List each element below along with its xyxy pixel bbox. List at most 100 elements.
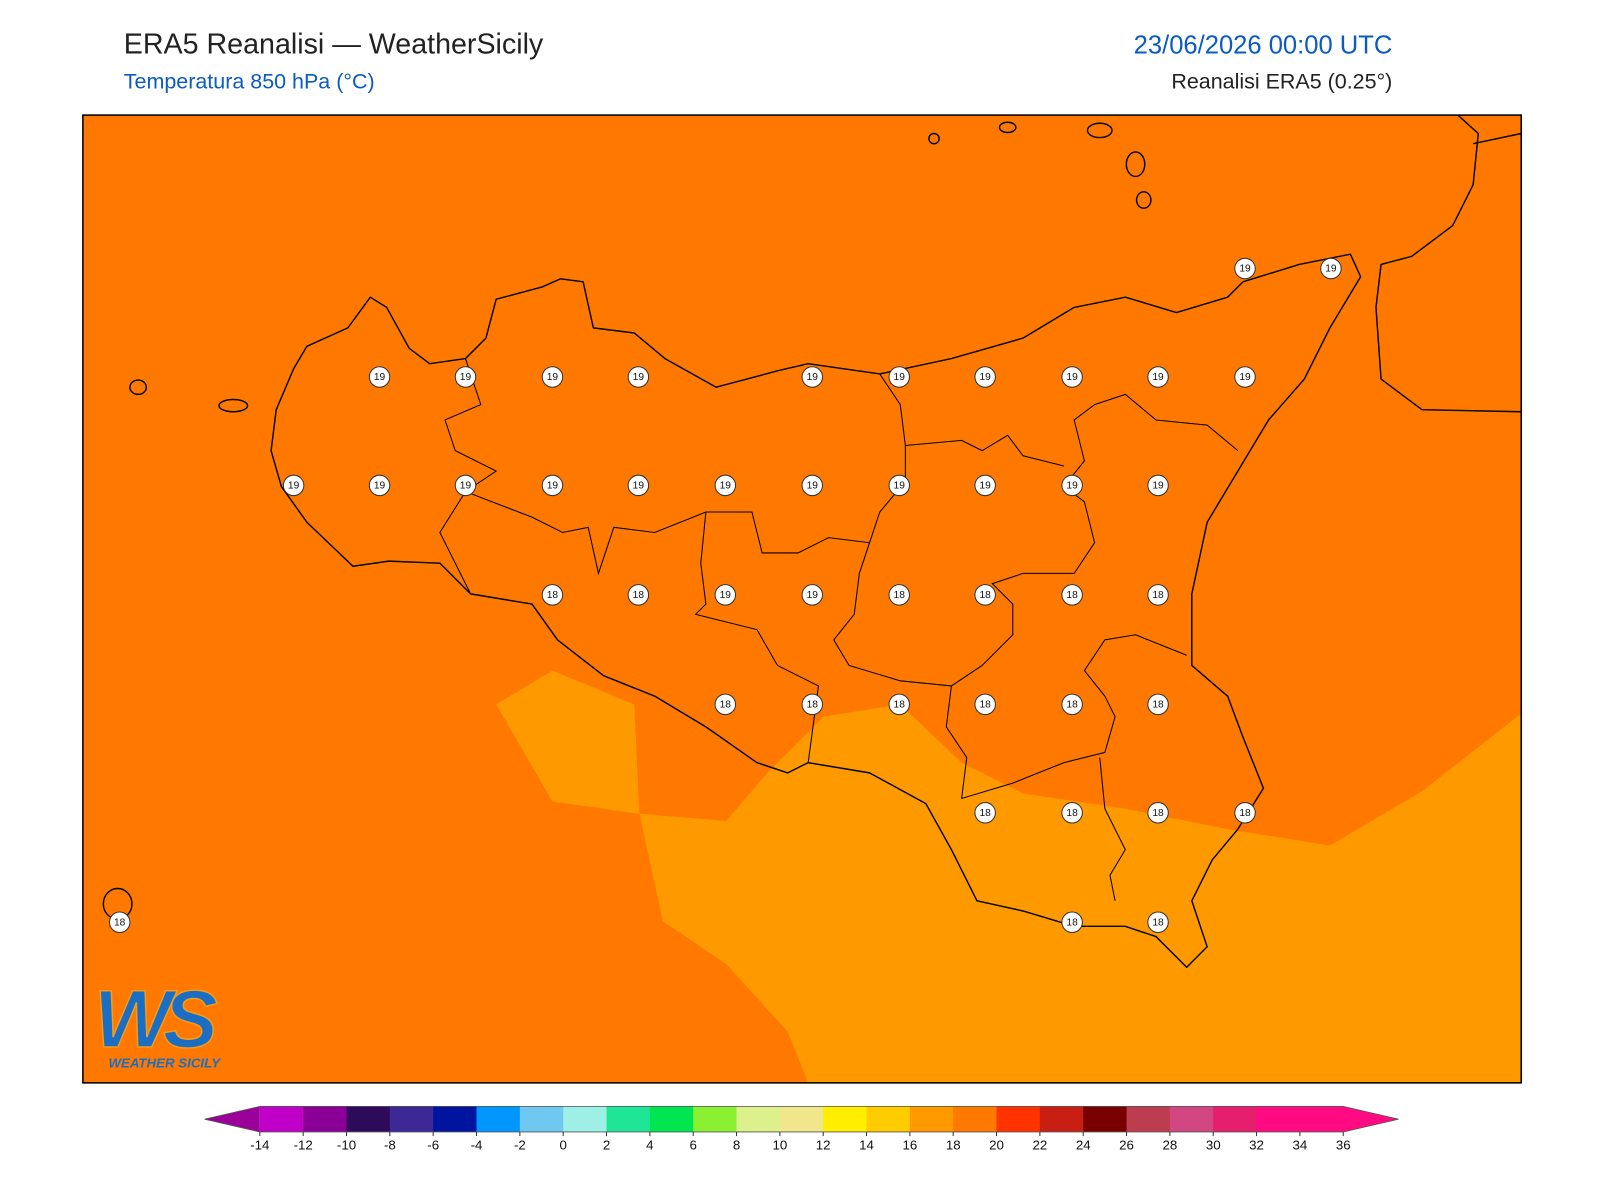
station-value: 18 — [979, 700, 991, 711]
colorbar-segment — [519, 1106, 564, 1132]
colorbar-tick-label: 22 — [1032, 1137, 1047, 1152]
station-value: 18 — [1066, 808, 1078, 819]
station-value: 18 — [894, 700, 906, 711]
station: 19 — [801, 366, 824, 388]
station-value: 19 — [547, 372, 559, 383]
colorbar-segment — [1169, 1106, 1214, 1132]
province-border — [694, 511, 819, 763]
station-value: 19 — [1152, 481, 1164, 492]
station-marker — [1147, 693, 1169, 716]
station: 19 — [1234, 366, 1256, 388]
station-value: 18 — [633, 590, 645, 601]
station-marker — [627, 584, 650, 606]
colorbar-tick-label: 32 — [1249, 1137, 1264, 1152]
colorbar-segment — [563, 1106, 608, 1132]
subtitle: Temperatura 850 hPa (°C) — [124, 69, 375, 93]
station-marker — [627, 474, 650, 497]
province-border — [833, 393, 1239, 687]
station: 19 — [1061, 366, 1083, 388]
station-marker — [1147, 584, 1169, 606]
station: 19 — [1234, 257, 1256, 280]
station: 19 — [454, 366, 477, 388]
station-value: 19 — [1066, 372, 1078, 383]
station: 18 — [1061, 911, 1083, 933]
station-marker — [974, 802, 996, 824]
colorbar-segment — [476, 1106, 521, 1132]
island — [1125, 151, 1146, 178]
station-marker — [454, 366, 477, 388]
station-marker — [368, 366, 391, 388]
island — [129, 379, 148, 396]
station: 18 — [888, 693, 910, 716]
station-marker — [1061, 693, 1083, 716]
station-marker — [541, 366, 564, 388]
station: 19 — [1147, 366, 1169, 388]
station: 19 — [1320, 257, 1342, 280]
station: 18 — [974, 802, 996, 824]
station: 19 — [974, 366, 996, 388]
colorbar-segment — [1213, 1106, 1258, 1132]
colorbar-tick-label: -2 — [514, 1137, 526, 1152]
colorbar-tick-label: 34 — [1292, 1137, 1307, 1152]
station-value: 18 — [1152, 917, 1164, 928]
station-marker — [1147, 802, 1169, 824]
station-value: 19 — [720, 590, 732, 601]
station-value: 19 — [894, 481, 906, 492]
colorbar-tick-label: 20 — [989, 1137, 1004, 1152]
station-value: 19 — [374, 481, 386, 492]
datetime: 23/06/2026 00:00 UTC — [1134, 32, 1393, 60]
station: 19 — [888, 474, 910, 497]
station-marker — [974, 366, 996, 388]
island — [928, 132, 940, 145]
colorbar-segment — [1083, 1106, 1128, 1132]
station: 18 — [108, 911, 131, 933]
province-border — [945, 634, 1187, 800]
station: 18 — [714, 693, 737, 716]
colorbar-tick-label: -10 — [337, 1137, 356, 1152]
map: 19 19 19 19 19 19 19 19 19 19 19 19 19 19 19 19 19 19 19 19… — [82, 114, 1522, 1084]
station-marker — [108, 911, 131, 933]
station: 18 — [627, 584, 650, 606]
station: 18 — [1061, 584, 1083, 606]
colorbar-segment — [866, 1106, 911, 1132]
station-value: 19 — [1066, 481, 1078, 492]
logo-text: WEATHER SICILY — [108, 1056, 221, 1071]
colorbar-tick-label: 18 — [946, 1137, 961, 1152]
station: 18 — [1061, 802, 1083, 824]
station: 18 — [801, 693, 824, 716]
province-border — [439, 358, 498, 595]
station-marker — [974, 584, 996, 606]
station-value: 19 — [1152, 372, 1164, 383]
station: 19 — [974, 474, 996, 497]
station-marker — [1147, 911, 1169, 933]
colorbar-segment — [259, 1106, 304, 1132]
station: 19 — [627, 366, 650, 388]
station: 19 — [627, 474, 650, 497]
station: 19 — [714, 474, 737, 497]
colorbar-segment — [779, 1106, 824, 1132]
colorbar: -14 -12 -10 -8 -6 -4 -2 0 2 4 6 8 10 12 14 16 18 20 22 24 26… — [204, 1105, 1399, 1152]
station: 19 — [541, 366, 564, 388]
station-value: 19 — [807, 590, 819, 601]
island — [998, 121, 1017, 134]
station: 19 — [801, 474, 824, 497]
station-marker — [801, 693, 824, 716]
station-value: 18 — [1152, 700, 1164, 711]
station-value: 18 — [979, 808, 991, 819]
station-marker — [1061, 911, 1083, 933]
station: 18 — [1147, 584, 1169, 606]
colorbar-segment — [1256, 1106, 1301, 1132]
station-marker — [1234, 366, 1256, 388]
colorbar-tick-label: -6 — [427, 1137, 439, 1152]
station-value: 19 — [460, 481, 472, 492]
station: 19 — [454, 474, 477, 497]
station: 18 — [1147, 802, 1169, 824]
colorbar-tick-label: 24 — [1076, 1137, 1091, 1152]
station-value: 19 — [1239, 264, 1251, 275]
colorbar-segment — [346, 1106, 391, 1132]
colorbar-segment — [996, 1106, 1041, 1132]
colorbar-segment — [909, 1106, 954, 1132]
colorbar-under — [204, 1106, 260, 1132]
station-marker — [627, 366, 650, 388]
station-marker — [454, 474, 477, 497]
